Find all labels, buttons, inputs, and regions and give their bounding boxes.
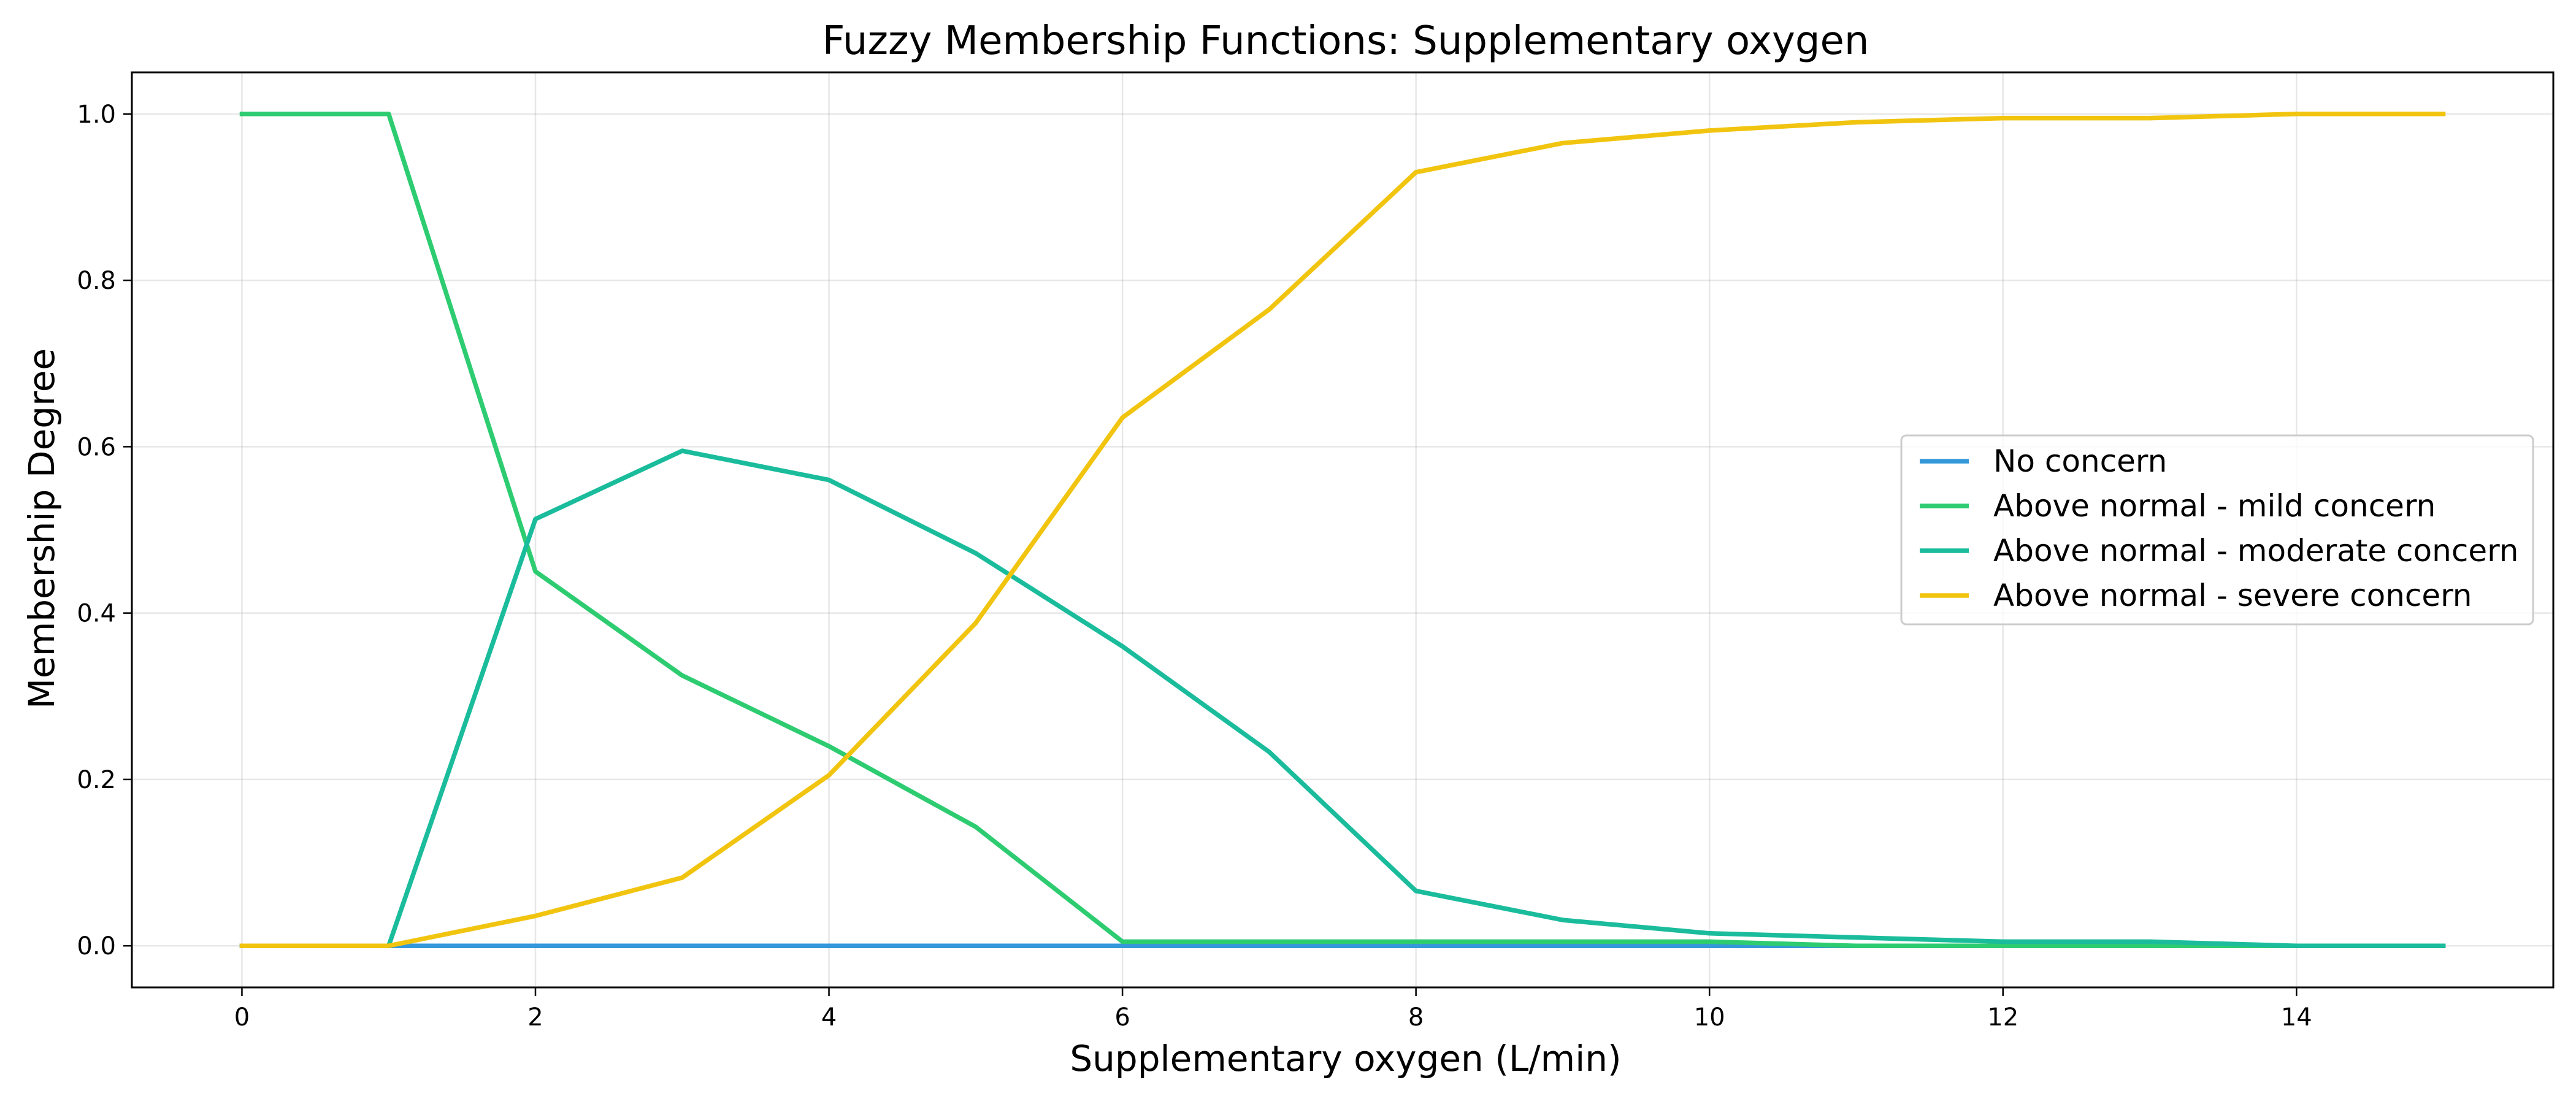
y-tick-label: 0.4 (77, 600, 116, 628)
chart-title: Fuzzy Membership Functions: Supplementar… (822, 18, 1869, 64)
x-tick-label: 12 (1987, 1003, 2018, 1032)
series-line-3 (239, 112, 2446, 948)
x-tick-label: 0 (234, 1003, 250, 1032)
series-layer (239, 112, 2446, 948)
x-tick-label: 14 (2281, 1003, 2312, 1032)
x-axis-label: Supplementary oxygen (L/min) (1070, 1038, 1621, 1079)
series-line-2 (239, 448, 2446, 948)
legend-box (1900, 434, 2534, 626)
legend-label-1: Above normal - mild concern (1993, 488, 2436, 524)
plot-frame (131, 71, 2555, 989)
y-axis-label: Membership Degree (21, 348, 63, 709)
x-tick-label: 4 (821, 1003, 837, 1032)
series-line-1 (239, 112, 2446, 948)
y-tick-label: 1.0 (77, 101, 116, 129)
x-tick-label: 8 (1408, 1003, 1424, 1032)
tick-layer: 0 2 4 6 8 10 12 14 0.0 0.2 0.4 0.6 0.8 1.0 (77, 101, 2312, 1032)
x-tick-label: 6 (1114, 1003, 1130, 1032)
legend-label-3: Above normal - severe concern (1993, 578, 2472, 613)
y-tick-label: 0.6 (77, 433, 116, 461)
legend-label-2: Above normal - moderate concern (1993, 533, 2518, 569)
y-tick-label: 0.0 (77, 932, 116, 960)
legend: No concern Above normal - mild concern Abo… (1900, 434, 2534, 626)
y-tick-label: 0.8 (77, 267, 116, 295)
x-tick-label: 10 (1694, 1003, 1725, 1032)
y-tick-label: 0.2 (77, 766, 116, 794)
x-tick-label: 2 (527, 1003, 543, 1032)
grid-layer (132, 72, 2553, 987)
legend-label-0: No concern (1993, 443, 2167, 479)
legend-items: No concern Above normal - mild concern Abo… (1920, 443, 2518, 613)
